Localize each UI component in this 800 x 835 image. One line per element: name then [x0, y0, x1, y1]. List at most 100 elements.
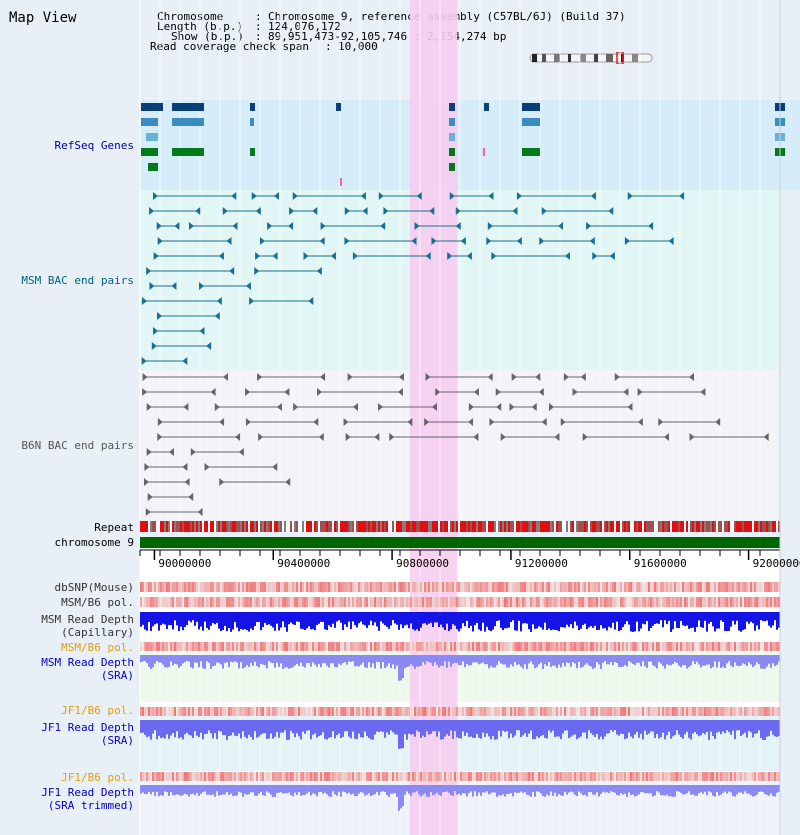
- jf1-depth-bar: [696, 720, 698, 735]
- refseq-gene[interactable]: [449, 133, 455, 141]
- msm-b6-pol-strip: [276, 597, 278, 607]
- refseq-gene[interactable]: [172, 118, 204, 126]
- msm-depth-sra-bar: [206, 655, 208, 662]
- refseq-gene[interactable]: [146, 133, 158, 141]
- msm-depth-sra-bar: [144, 655, 146, 662]
- info-length-sep: :: [255, 20, 262, 33]
- refseq-gene[interactable]: [449, 148, 455, 156]
- jf1-b6-pol-strip: [204, 707, 206, 716]
- msm-depth-cap-bar: [696, 612, 698, 627]
- dbsnp-strip: [644, 582, 646, 592]
- chromosome-bar[interactable]: [140, 537, 780, 548]
- b6n-bac-pair-end: [377, 403, 383, 411]
- refseq-gene[interactable]: [141, 148, 158, 156]
- repeat-segment: [554, 521, 556, 532]
- msm-b6-pol-2-strip: [172, 642, 174, 651]
- msm-b6-pol-strip: [436, 597, 438, 607]
- msm-b6-pol-2-strip: [424, 642, 426, 651]
- refseq-gene[interactable]: [484, 103, 489, 111]
- msm-b6-pol-strip: [304, 597, 306, 607]
- msm-depth-cap-bar: [536, 612, 538, 629]
- refseq-gene[interactable]: [449, 118, 455, 126]
- track-label-jf1-depth-1[interactable]: JF1 Read Depth: [41, 721, 134, 734]
- refseq-gene[interactable]: [522, 103, 540, 111]
- msm-bac-pair-end: [222, 207, 228, 215]
- msm-b6-pol-strip: [154, 597, 156, 607]
- jf1-depth-bar: [280, 720, 282, 733]
- dbsnp-strip: [586, 582, 588, 592]
- dbsnp-strip: [660, 582, 662, 592]
- jf1-trim-depth-bar: [226, 785, 228, 793]
- refseq-gene[interactable]: [250, 118, 254, 126]
- refseq-gene[interactable]: [449, 103, 455, 111]
- jf1-b6-pol-strip: [172, 707, 174, 716]
- refseq-gene[interactable]: [522, 118, 540, 126]
- jf1-trim-depth-bar: [232, 785, 234, 797]
- info-length-key: Length (b.p.): [157, 20, 244, 33]
- jf1-b6-pol-2-strip: [400, 772, 402, 781]
- track-label-b6n-bac[interactable]: B6N BAC end pairs: [21, 439, 134, 452]
- jf1-b6-pol-strip: [244, 707, 246, 716]
- msm-depth-sra-bar: [484, 655, 486, 665]
- msm-b6-pol-strip: [772, 597, 774, 607]
- jf1-trim-depth-bar: [604, 785, 606, 793]
- msm-depth-cap-bar: [460, 612, 462, 629]
- jf1-depth-bar: [620, 720, 622, 734]
- refseq-gene[interactable]: [172, 148, 204, 156]
- dbsnp-strip: [408, 582, 410, 592]
- track-label-repeat[interactable]: Repeat: [94, 521, 134, 534]
- dbsnp-strip: [514, 582, 516, 592]
- track-label-refseq[interactable]: RefSeq Genes: [54, 139, 134, 152]
- b6n-bac-pair-end: [398, 373, 404, 381]
- repeat-segment: [498, 521, 500, 532]
- jf1-b6-pol-2-strip: [462, 772, 464, 781]
- refseq-gene[interactable]: [141, 103, 163, 111]
- dbsnp-strip: [504, 582, 506, 592]
- jf1-b6-pol-2-strip: [702, 772, 704, 781]
- track-label-msm-bac[interactable]: MSM BAC end pairs: [21, 274, 134, 287]
- track-label-msm-b6-pol-2[interactable]: MSM/B6 pol.: [61, 641, 134, 654]
- msm-b6-pol-2-strip: [556, 642, 558, 651]
- track-label-msm-depth-cap-1[interactable]: MSM Read Depth: [41, 613, 134, 626]
- dbsnp-strip: [442, 582, 444, 592]
- jf1-b6-pol-strip: [740, 707, 742, 716]
- jf1-trim-depth-bar: [300, 785, 302, 796]
- track-label-msm-depth-sra-1[interactable]: MSM Read Depth: [41, 656, 134, 669]
- dbsnp-strip: [668, 582, 670, 592]
- refseq-gene[interactable]: [522, 148, 540, 156]
- refseq-gene[interactable]: [148, 163, 158, 171]
- jf1-depth-bar: [662, 720, 664, 733]
- track-label-jf1-b6-pol[interactable]: JF1/B6 pol.: [61, 704, 134, 717]
- refseq-gene[interactable]: [141, 118, 158, 126]
- msm-depth-cap-bar: [554, 612, 556, 630]
- jf1-b6-pol-2-strip: [638, 772, 640, 781]
- dbsnp-strip: [182, 582, 184, 592]
- refseq-gene[interactable]: [172, 103, 204, 111]
- refseq-gene[interactable]: [336, 103, 341, 111]
- track-label-jf1-trim-1[interactable]: JF1 Read Depth: [41, 786, 134, 799]
- msm-b6-pol-strip: [412, 597, 414, 607]
- dbsnp-strip: [254, 582, 256, 592]
- dbsnp-strip: [772, 582, 774, 592]
- jf1-b6-pol-strip: [226, 707, 228, 716]
- msm-depth-cap-bar: [240, 612, 242, 630]
- jf1-trim-depth-bar: [418, 785, 420, 795]
- jf1-b6-pol-strip: [652, 707, 654, 716]
- refseq-gene[interactable]: [250, 148, 255, 156]
- track-label-jf1-b6-pol-2[interactable]: JF1/B6 pol.: [61, 771, 134, 784]
- msm-bac-pair-end: [249, 297, 255, 305]
- jf1-b6-pol-strip: [354, 707, 356, 716]
- refseq-gene[interactable]: [449, 163, 455, 171]
- jf1-b6-pol-2-strip: [740, 772, 742, 781]
- track-label-chromosome[interactable]: chromosome 9: [54, 536, 134, 549]
- msm-b6-pol-strip: [174, 597, 176, 607]
- track-label-msm-b6-pol[interactable]: MSM/B6 pol.: [61, 596, 134, 609]
- msm-b6-pol-strip: [156, 597, 158, 607]
- track-label-dbsnp[interactable]: dbSNP(Mouse): [54, 581, 134, 594]
- jf1-b6-pol-strip: [670, 707, 672, 716]
- jf1-trim-depth-bar: [490, 785, 492, 794]
- refseq-gene[interactable]: [250, 103, 255, 111]
- jf1-trim-depth-bar: [150, 785, 152, 795]
- jf1-b6-pol-strip: [384, 707, 386, 716]
